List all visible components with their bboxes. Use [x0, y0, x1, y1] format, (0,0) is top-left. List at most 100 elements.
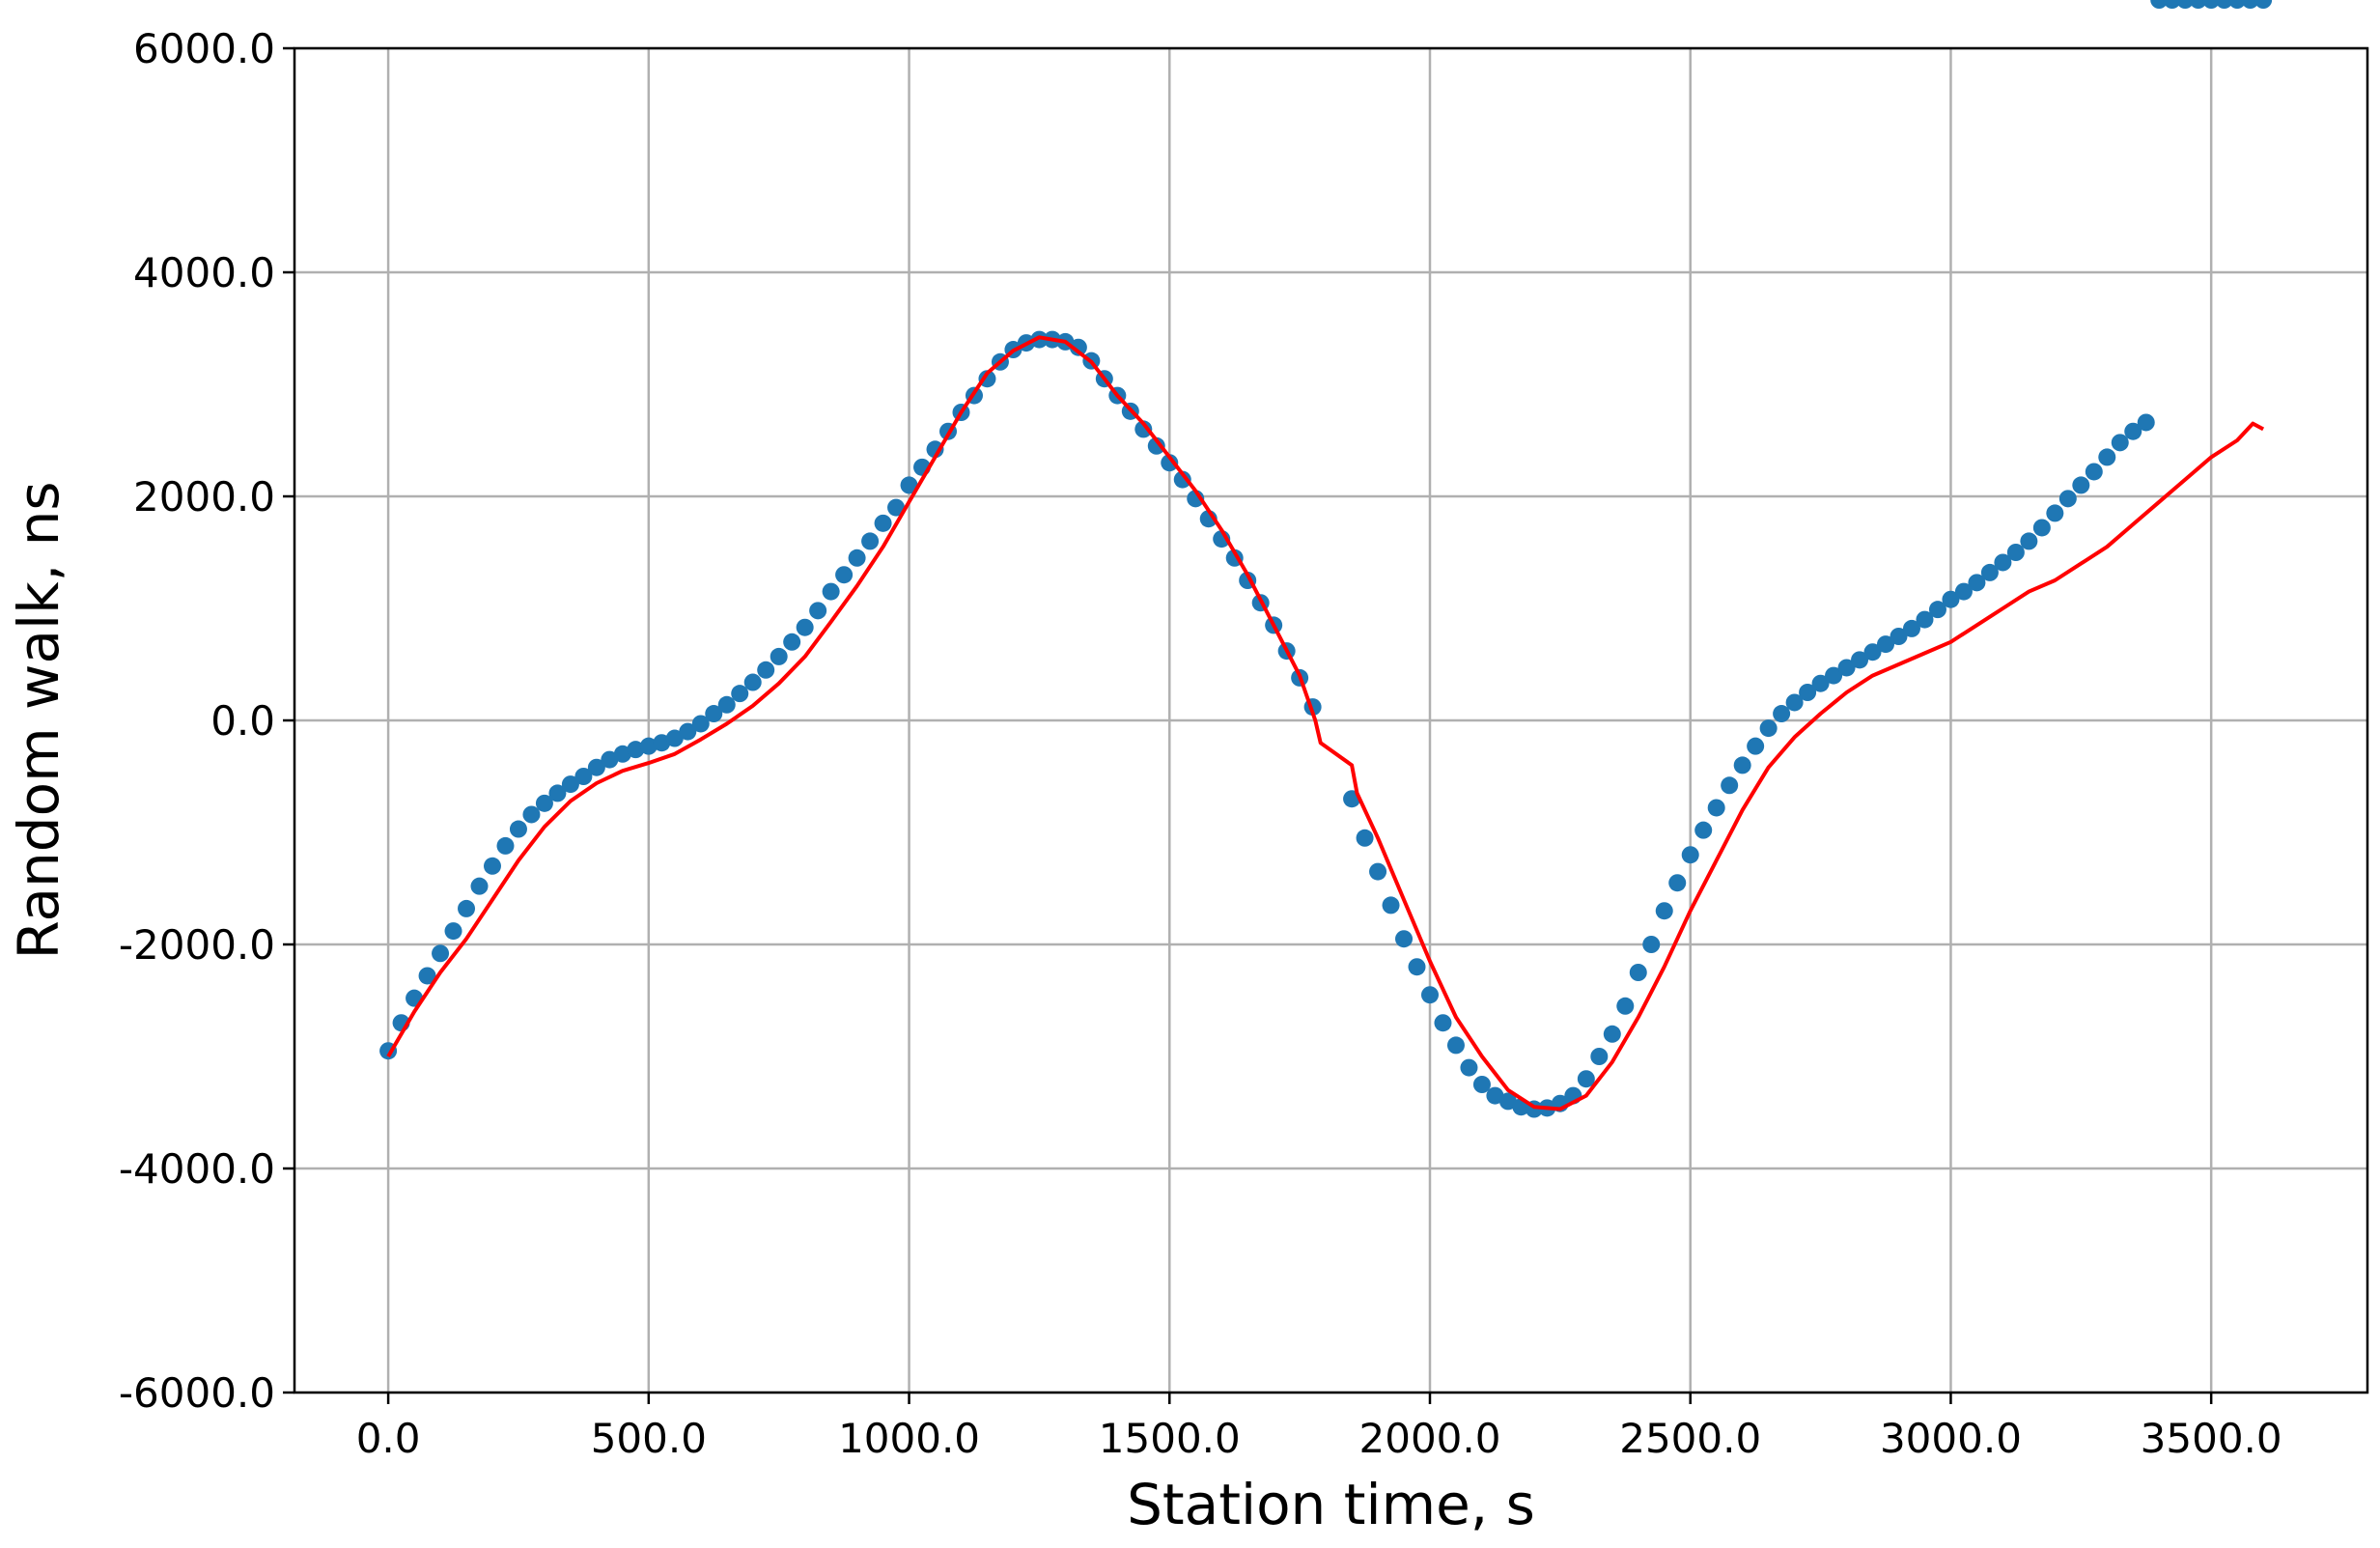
x-tick-label: 1500.0: [1099, 1415, 1241, 1462]
scatter-point: [2111, 434, 2129, 452]
scatter-point: [470, 877, 489, 895]
scatter-point: [2189, 0, 2207, 9]
scatter-point: [1851, 651, 1869, 669]
scatter-point: [2124, 422, 2142, 440]
scatter-point: [522, 805, 541, 824]
trend-line: [386, 335, 2265, 1112]
y-tick-label: 4000.0: [133, 249, 275, 296]
scatter-point: [822, 582, 840, 601]
x-tick-label: 3000.0: [1880, 1415, 2022, 1462]
scatter-point: [770, 647, 788, 665]
scatter-point: [1694, 821, 1713, 839]
scatter-point: [848, 549, 866, 567]
scatter-point: [1161, 454, 1179, 472]
trend-series: [386, 335, 2265, 1112]
scatter-point: [509, 820, 527, 838]
scatter-point: [1134, 420, 1153, 438]
scatter-point: [665, 729, 684, 747]
y-tick-label: -6000.0: [119, 1369, 275, 1417]
scatter-point: [874, 514, 892, 532]
scatter-point: [1928, 601, 1946, 619]
scatter-point: [561, 775, 579, 794]
y-tick-label: 0.0: [210, 697, 275, 745]
scatter-point: [1721, 776, 1739, 795]
x-tick-label: 3500.0: [2141, 1415, 2282, 1462]
scatter-point: [1890, 628, 1908, 645]
scatter-point: [587, 758, 605, 776]
y-tick-label: 6000.0: [133, 25, 275, 72]
scatter-point: [691, 715, 710, 733]
y-axis-label: Random walk, ns: [6, 481, 71, 959]
scatter-point: [2228, 0, 2247, 9]
scatter-point: [900, 476, 918, 494]
scatter-point: [1942, 590, 1960, 608]
scatter-point: [861, 532, 880, 550]
scatter-point: [1799, 684, 1817, 701]
scatter-point: [1486, 1086, 1504, 1105]
scatter-point: [2137, 413, 2155, 432]
scatter-point: [926, 440, 944, 459]
scatter-point: [1446, 1036, 1465, 1055]
scatter-point: [1707, 799, 1725, 817]
scatter-point: [1642, 936, 1661, 953]
scatter-point: [1629, 964, 1647, 981]
scatter-point: [1954, 582, 1973, 601]
scatter-point: [1147, 436, 1165, 455]
scatter-point: [1498, 1092, 1517, 1111]
scatter-series: [379, 0, 2273, 1118]
scatter-point: [1655, 902, 1673, 920]
scatter-point: [1980, 563, 1999, 581]
scatter-point: [2202, 0, 2221, 9]
scatter-point: [2241, 0, 2259, 9]
scatter-point: [1434, 1014, 1452, 1032]
scatter-point: [1785, 693, 1804, 712]
scatter-point: [2020, 532, 2038, 550]
scatter-point: [574, 768, 593, 785]
scatter-point: [1616, 997, 1635, 1015]
scatter-point: [432, 944, 450, 963]
scatter-point: [1369, 862, 1387, 881]
grid: [294, 46, 2367, 1394]
axis-ticks: 0.0 500.0 1000.0 1500.0 2000.0 2500.0 3000.0 35…: [119, 25, 2282, 1462]
scatter-point: [1577, 1070, 1595, 1088]
scatter-point: [1863, 643, 1882, 661]
scatter-point: [743, 673, 762, 691]
scatter-point: [1994, 553, 2012, 572]
scatter-point: [496, 836, 515, 855]
scatter-point: [2098, 448, 2116, 466]
x-tick-label: 2000.0: [1359, 1415, 1501, 1462]
scatter-point: [2085, 463, 2103, 481]
y-tick-label: -4000.0: [119, 1145, 275, 1193]
scatter-point: [1837, 659, 1856, 677]
scatter-point: [2150, 0, 2169, 9]
scatter-point: [418, 967, 436, 985]
x-axis-label: Station time, s: [1127, 1472, 1535, 1537]
x-tick-label: 0.0: [356, 1415, 421, 1462]
scatter-point: [2046, 504, 2064, 522]
scatter-point: [717, 695, 736, 714]
scatter-point: [483, 857, 501, 875]
scatter-point: [1773, 705, 1791, 723]
scatter-point: [1825, 666, 1843, 685]
scatter-point: [1395, 930, 1414, 948]
scatter-point: [809, 602, 827, 620]
x-tick-label: 1000.0: [838, 1415, 980, 1462]
scatter-point: [1916, 610, 1934, 629]
scatter-point: [601, 750, 619, 769]
scatter-point: [2254, 0, 2273, 9]
scatter-point: [1408, 958, 1426, 976]
scatter-point: [2006, 544, 2025, 561]
scatter-point: [1668, 874, 1687, 892]
scatter-point: [535, 794, 553, 812]
scatter-point: [1902, 619, 1920, 637]
scatter-point: [458, 899, 476, 917]
scatter-point: [679, 722, 697, 741]
scatter-point: [2163, 0, 2181, 9]
scatter-point: [1603, 1025, 1621, 1043]
scatter-point: [1069, 338, 1087, 356]
scatter-point: [835, 566, 854, 584]
scatter-point: [548, 784, 567, 802]
scatter-point: [1681, 846, 1699, 864]
x-tick-label: 2500.0: [1619, 1415, 1761, 1462]
